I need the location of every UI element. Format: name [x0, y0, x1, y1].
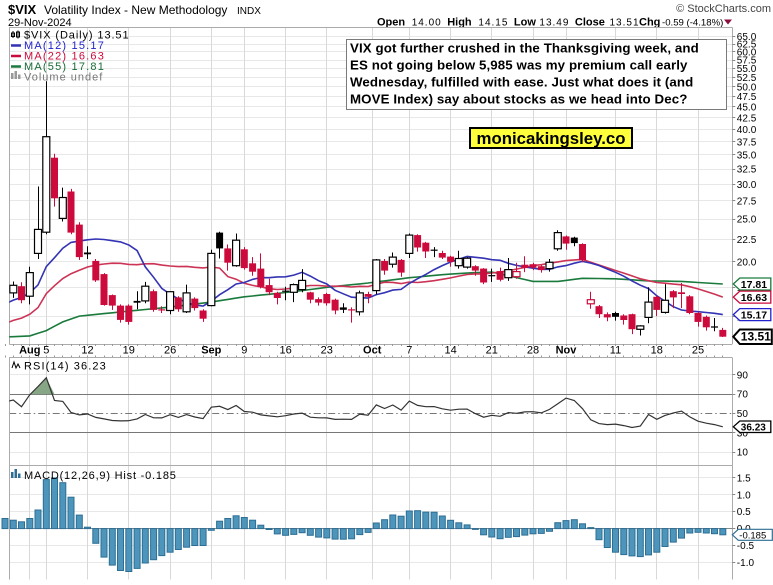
svg-text:VIX got further crushed in the: VIX got further crushed in the Thanksgiv…	[350, 41, 699, 56]
svg-text:57.5: 57.5	[737, 56, 757, 67]
svg-text:monicakingsley.co: monicakingsley.co	[477, 129, 626, 148]
svg-text:52.5: 52.5	[737, 73, 757, 84]
svg-text:42.5: 42.5	[737, 113, 757, 124]
svg-text:35.0: 35.0	[737, 150, 757, 161]
svg-text:Chg: Chg	[639, 17, 660, 29]
svg-text:Volatility Index - New Methodo: Volatility Index - New Methodology	[44, 3, 227, 17]
svg-text:-0.59 (-4.18%): -0.59 (-4.18%)	[662, 18, 723, 29]
svg-text:30.0: 30.0	[737, 180, 757, 191]
svg-text:Wednesday, fulfilled with ease: Wednesday, fulfilled with ease. Just wha…	[350, 75, 693, 90]
svg-text:Aug: Aug	[19, 345, 40, 357]
svg-text:50: 50	[737, 409, 749, 420]
svg-text:29-Nov-2024: 29-Nov-2024	[8, 17, 72, 29]
svg-text:RSI(14) 36.23: RSI(14) 36.23	[24, 361, 107, 373]
svg-text:26: 26	[164, 345, 176, 357]
svg-text:70: 70	[737, 390, 749, 401]
svg-text:21: 21	[486, 345, 498, 357]
svg-text:47.5: 47.5	[737, 92, 757, 103]
svg-text:15.17: 15.17	[741, 309, 767, 321]
svg-text:Low: Low	[514, 17, 536, 29]
svg-text:22.5: 22.5	[737, 235, 757, 246]
svg-text:62.5: 62.5	[737, 40, 757, 51]
svg-text:-0.5: -0.5	[737, 541, 755, 552]
svg-text:55.0: 55.0	[737, 64, 757, 75]
svg-text:MA(55) 17.81: MA(55) 17.81	[24, 61, 105, 73]
svg-text:37.5: 37.5	[737, 137, 757, 148]
svg-text:45.0: 45.0	[737, 102, 757, 113]
svg-text:13.49: 13.49	[539, 18, 569, 29]
svg-text:Open: Open	[377, 17, 405, 29]
svg-text:25: 25	[692, 345, 704, 357]
svg-text:13.51: 13.51	[741, 330, 771, 344]
svg-text:MACD(12,26,9) Hist -0.185: MACD(12,26,9) Hist -0.185	[24, 470, 177, 482]
svg-text:ES not going below 5,985 was m: ES not going below 5,985 was my premium …	[350, 58, 688, 73]
svg-text:$VIX (Daily) 13.51: $VIX (Daily) 13.51	[24, 30, 129, 42]
svg-text:$VIX: $VIX	[8, 2, 37, 17]
svg-text:Oct: Oct	[363, 345, 382, 357]
svg-text:Volume undef: Volume undef	[24, 72, 103, 84]
svg-text:1.0: 1.0	[737, 490, 751, 501]
svg-text:28: 28	[527, 345, 539, 357]
svg-text:14: 14	[444, 345, 456, 357]
svg-text:10: 10	[737, 448, 749, 459]
svg-text:High: High	[447, 17, 472, 29]
svg-text:30: 30	[737, 428, 749, 439]
svg-text:40.0: 40.0	[737, 125, 757, 136]
svg-text:14.00: 14.00	[412, 18, 442, 29]
svg-text:MA(22) 16.63: MA(22) 16.63	[24, 51, 105, 63]
svg-text:16.63: 16.63	[741, 292, 767, 304]
svg-text:11: 11	[610, 345, 621, 357]
svg-text:19: 19	[123, 345, 135, 357]
svg-text:60.0: 60.0	[737, 48, 757, 59]
svg-text:-0.185: -0.185	[739, 530, 766, 541]
svg-text:MOVE Index) say about stocks a: MOVE Index) say about stocks as we head …	[350, 92, 687, 107]
svg-text:50.0: 50.0	[737, 82, 757, 93]
svg-text:18: 18	[651, 345, 663, 357]
svg-text:32.5: 32.5	[737, 165, 757, 176]
svg-text:© StockCharts.com: © StockCharts.com	[676, 3, 771, 15]
svg-text:MA(12) 15.17: MA(12) 15.17	[24, 40, 105, 52]
svg-text:12: 12	[81, 345, 93, 357]
svg-text:20.0: 20.0	[737, 257, 757, 268]
svg-text:17.81: 17.81	[741, 279, 767, 291]
svg-text:Close: Close	[575, 17, 605, 29]
svg-text:90: 90	[737, 370, 749, 381]
svg-text:5: 5	[43, 345, 49, 357]
svg-text:0.5: 0.5	[737, 507, 751, 518]
svg-text:Nov: Nov	[556, 345, 578, 357]
svg-text:Sep: Sep	[201, 345, 221, 357]
svg-text:27.5: 27.5	[737, 197, 757, 208]
svg-text:23: 23	[321, 345, 333, 357]
svg-text:25.0: 25.0	[737, 215, 757, 226]
svg-text:1.5: 1.5	[737, 474, 751, 485]
svg-text:7: 7	[406, 345, 412, 357]
svg-text:-1.0: -1.0	[737, 558, 755, 569]
svg-text:16: 16	[279, 345, 291, 357]
svg-text:INDX: INDX	[237, 6, 261, 17]
svg-text:9: 9	[241, 345, 247, 357]
svg-text:36.23: 36.23	[741, 423, 766, 434]
svg-text:65.0: 65.0	[737, 32, 757, 43]
svg-text:14.15: 14.15	[478, 18, 508, 29]
svg-text:13.51: 13.51	[610, 18, 640, 29]
